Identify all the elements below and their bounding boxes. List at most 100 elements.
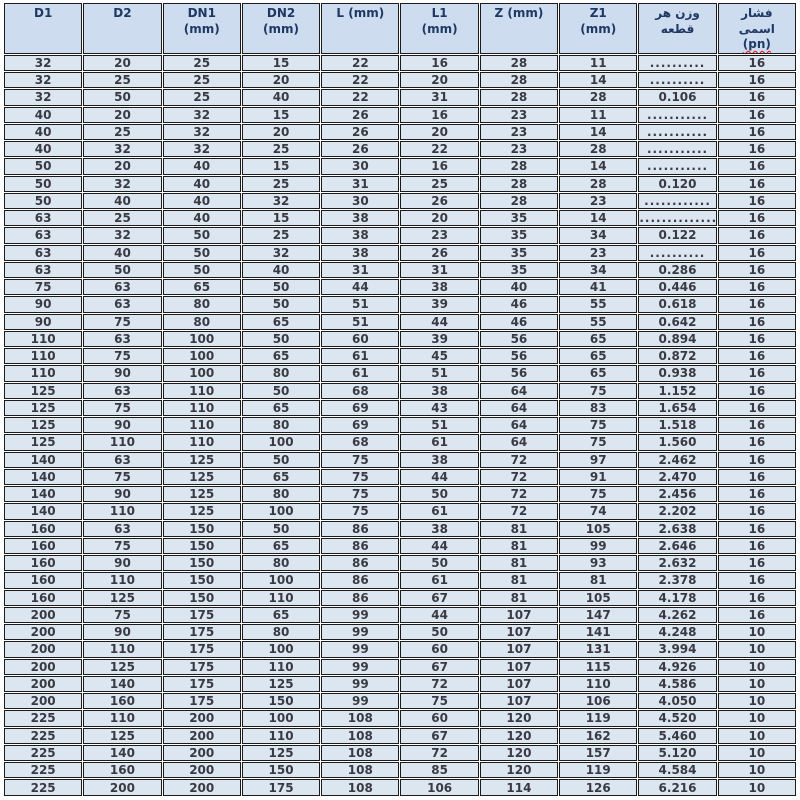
table-cell-l: 31 xyxy=(321,175,400,192)
table-cell-pressure: 16 xyxy=(717,537,796,555)
table-cell-dn1: 150 xyxy=(162,589,241,606)
table-cell-l1: 20 xyxy=(400,210,479,227)
table-cell-dn1: 80 xyxy=(162,313,241,330)
table-row: 225 125 200 110 108 67 120 162 5.460 10 xyxy=(4,727,796,744)
table-cell-dn1: 32 xyxy=(162,123,241,141)
table-cell-l: 61 xyxy=(321,365,400,382)
table-cell-weight: 0.286 xyxy=(638,261,717,279)
table-cell-z: 81 xyxy=(479,520,559,537)
table-cell-d1: 200 xyxy=(4,606,83,624)
table-cell-d1: 110 xyxy=(4,348,83,365)
table-cell-l: 38 xyxy=(321,210,400,227)
table-cell-l1: 67 xyxy=(400,727,479,744)
table-cell-pressure: 16 xyxy=(717,141,796,158)
column-header-pressure-line: (pn) xyxy=(742,37,771,52)
table-cell-d1: 140 xyxy=(4,486,83,503)
table-cell-l1: 61 xyxy=(400,503,479,520)
table-cell-d2: 90 xyxy=(83,486,162,503)
table-cell-d2: 50 xyxy=(83,89,162,106)
table-cell-d2: 40 xyxy=(83,192,162,210)
table-row: 125 110 110 100 68 61 64 75 1.560 16 xyxy=(4,434,796,451)
table-cell-weight: 1.560 xyxy=(638,434,717,451)
table-header: D1 D2 DN1 (mm) DN2 (mm) L (mm) L1 (mm) Z (mm) Z1 (m… xyxy=(4,3,796,54)
table-cell-dn2: 32 xyxy=(241,244,321,261)
table-cell-d2: 20 xyxy=(83,54,162,72)
table-cell-dn2: 100 xyxy=(241,572,321,589)
table-row: 110 63 100 50 60 39 56 65 0.894 16 xyxy=(4,330,796,348)
table-cell-l1: 38 xyxy=(400,520,479,537)
table-header-row: D1 D2 DN1 (mm) DN2 (mm) L (mm) L1 (mm) Z (mm) Z1 (m… xyxy=(4,3,796,54)
table-cell-z1: 34 xyxy=(559,227,638,244)
table-row: 160 90 150 80 86 50 81 93 2.632 16 xyxy=(4,555,796,572)
table-cell-pressure: 10 xyxy=(717,658,796,675)
table-cell-pressure: 16 xyxy=(717,572,796,589)
table-cell-z: 56 xyxy=(479,365,559,382)
table-cell-d1: 32 xyxy=(4,89,83,106)
table-cell-pressure: 16 xyxy=(717,54,796,72)
table-cell-l1: 31 xyxy=(400,89,479,106)
table-cell-d1: 200 xyxy=(4,624,83,641)
table-cell-z: 35 xyxy=(479,227,559,244)
column-header-dn2: DN2 (mm) xyxy=(241,3,321,54)
table-cell-dn1: 40 xyxy=(162,175,241,192)
table-cell-d1: 125 xyxy=(4,382,83,399)
table-cell-dn1: 40 xyxy=(162,210,241,227)
table-cell-dn2: 32 xyxy=(241,192,321,210)
table-cell-weight: 2.202 xyxy=(638,503,717,520)
column-header-l1-line: L1 xyxy=(431,6,448,20)
table-row: 225 140 200 125 108 72 120 157 5.120 10 xyxy=(4,744,796,762)
table-cell-dn1: 65 xyxy=(162,279,241,296)
table-cell-z: 35 xyxy=(479,261,559,279)
table-cell-d2: 125 xyxy=(83,658,162,675)
table-cell-dn1: 125 xyxy=(162,468,241,486)
table-cell-d1: 50 xyxy=(4,175,83,192)
table-cell-l: 68 xyxy=(321,434,400,451)
table-cell-d2: 25 xyxy=(83,210,162,227)
table-cell-l1: 44 xyxy=(400,537,479,555)
table-cell-z1: 14 xyxy=(559,158,638,175)
table-cell-z1: 14 xyxy=(559,210,638,227)
table-cell-z: 64 xyxy=(479,417,559,434)
table-cell-d1: 50 xyxy=(4,158,83,175)
table-cell-d2: 75 xyxy=(83,348,162,365)
table-cell-weight: 4.926 xyxy=(638,658,717,675)
table-cell-d1: 140 xyxy=(4,451,83,468)
table-cell-l: 38 xyxy=(321,244,400,261)
table-cell-pressure: 16 xyxy=(717,279,796,296)
table-cell-d1: 125 xyxy=(4,399,83,417)
column-header-pressure: فشار اسمی (pn) xyxy=(717,3,796,54)
table-cell-l: 108 xyxy=(321,744,400,762)
table-cell-weight: 0.618 xyxy=(638,296,717,313)
table-cell-d2: 75 xyxy=(83,313,162,330)
table-cell-l: 61 xyxy=(321,348,400,365)
column-header-pressure-line: فشار xyxy=(741,6,773,20)
table-cell-z1: 28 xyxy=(559,175,638,192)
table-cell-l: 86 xyxy=(321,520,400,537)
table-row: 40 32 32 25 26 22 23 28........... 16 xyxy=(4,141,796,158)
table-cell-d1: 63 xyxy=(4,261,83,279)
column-header-l1: L1 (mm) xyxy=(400,3,479,54)
table-cell-l: 75 xyxy=(321,503,400,520)
table-row: 90 75 80 65 51 44 46 55 0.642 16 xyxy=(4,313,796,330)
table-cell-weight: 2.646 xyxy=(638,537,717,555)
table-cell-weight: 2.462 xyxy=(638,451,717,468)
table-cell-dn2: 40 xyxy=(241,89,321,106)
table-cell-pressure: 16 xyxy=(717,399,796,417)
table-cell-d2: 160 xyxy=(83,693,162,710)
table-cell-d1: 160 xyxy=(4,572,83,589)
table-cell-l: 30 xyxy=(321,158,400,175)
table-cell-d2: 20 xyxy=(83,158,162,175)
table-row: 200 125 175 110 99 67 107 115 4.926 10 xyxy=(4,658,796,675)
column-header-l-line: L (mm) xyxy=(336,6,385,20)
table-row: 63 25 40 15 38 20 35 14.............. 16 xyxy=(4,210,796,227)
table-cell-z1: 83 xyxy=(559,399,638,417)
table-cell-d2: 140 xyxy=(83,744,162,762)
table-row: 160 75 150 65 86 44 81 99 2.646 16 xyxy=(4,537,796,555)
table-row: 32 20 25 15 22 16 28 11.......... 16 xyxy=(4,54,796,72)
table-cell-z1: 11 xyxy=(559,106,638,123)
table-cell-dn2: 150 xyxy=(241,693,321,710)
table-cell-l1: 16 xyxy=(400,158,479,175)
column-header-z1: Z1 (mm) xyxy=(559,3,638,54)
table-cell-dn1: 25 xyxy=(162,54,241,72)
table-cell-d2: 110 xyxy=(83,641,162,658)
